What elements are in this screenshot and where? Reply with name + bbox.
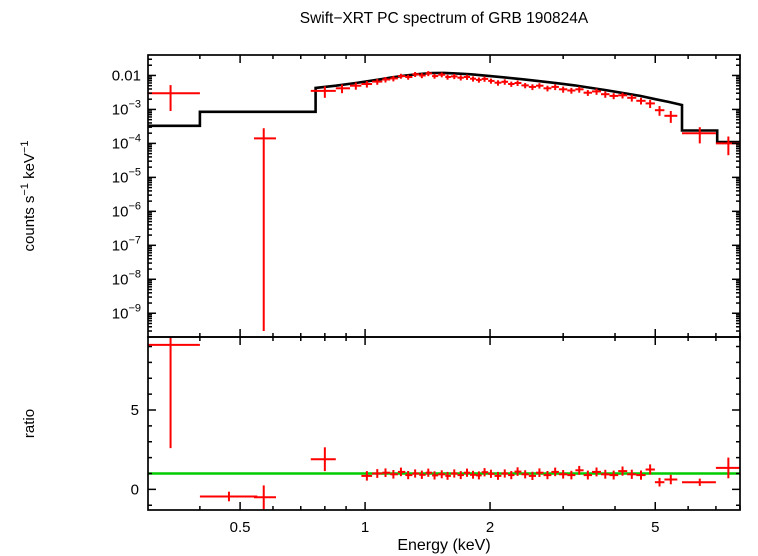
ratio-panel-frame bbox=[147, 336, 741, 511]
y-tick-label: 10−8 bbox=[112, 268, 141, 288]
y-tick-label: 10−5 bbox=[112, 166, 141, 186]
x-tick-label: 1 bbox=[361, 519, 369, 536]
y-tick-label: 10−9 bbox=[112, 302, 141, 322]
axis-ticks bbox=[148, 55, 741, 510]
spectrum-panel-content bbox=[148, 71, 740, 331]
y-tick-label: 0.01 bbox=[112, 67, 141, 84]
x-tick-label: 5 bbox=[651, 519, 659, 536]
folded-model-line bbox=[148, 71, 740, 144]
spectrum-y-axis-title: counts s−1 keV−1 bbox=[19, 141, 38, 252]
x-tick-label: 0.5 bbox=[230, 519, 251, 536]
y-tick-label: 10−3 bbox=[112, 98, 141, 118]
ratio-tick-label: 5 bbox=[131, 402, 139, 419]
x-axis-title: Energy (keV) bbox=[397, 537, 490, 554]
y-tick-label: 10−6 bbox=[112, 200, 141, 220]
ratio-y-axis-title: ratio bbox=[21, 409, 38, 438]
chart-title: Swift−XRT PC spectrum of GRB 190824A bbox=[300, 10, 589, 27]
ratio-tick-label: 0 bbox=[131, 481, 139, 498]
ratio-panel-content bbox=[148, 337, 740, 510]
axis-labels: 0.5 1 2 5 0.01 10−3 10−4 10−5 10−6 10−7 10−8 10−9 0 5… bbox=[19, 67, 659, 554]
y-tick-label: 10−7 bbox=[112, 234, 141, 254]
x-tick-label: 2 bbox=[486, 519, 494, 536]
y-tick-label: 10−4 bbox=[112, 132, 141, 152]
